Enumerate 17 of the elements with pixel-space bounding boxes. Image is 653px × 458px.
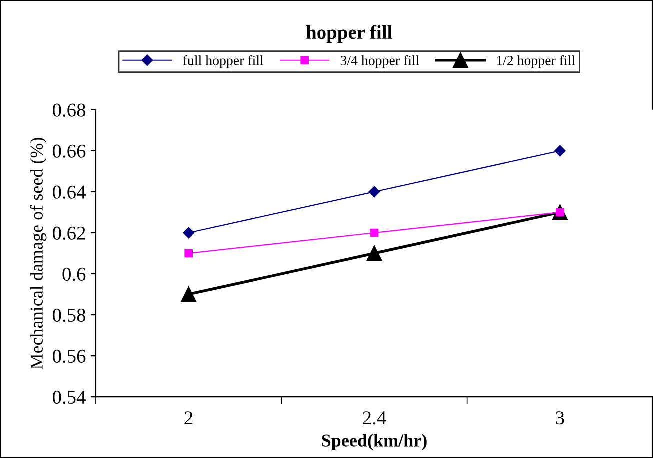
y-tick-label: 0.58 <box>52 308 86 322</box>
chart-title: hopper fill <box>306 25 392 44</box>
legend-label: 3/4 hopper fill <box>340 55 420 68</box>
x-axis-title: Speed(km/hr) <box>322 434 427 451</box>
y-axis-title: Mechanical damage of seed (%) <box>30 138 47 370</box>
y-tick-label: 0.54 <box>52 390 86 404</box>
x-tick-label: 3 <box>556 412 564 425</box>
y-tick-label: 0.56 <box>52 350 86 364</box>
legend-label: 1/2 hopper fill <box>497 55 576 68</box>
y-tick-label: 0.66 <box>52 144 86 158</box>
y-tick-label: 0.68 <box>52 104 86 117</box>
y-tick-label: 0.6 <box>62 268 86 282</box>
y-tick-label: 0.64 <box>52 186 86 199</box>
x-tick-label: 2.4 <box>363 412 386 425</box>
y-tick-label: 0.62 <box>52 226 86 240</box>
x-tick-label: 2 <box>184 412 193 424</box>
legend-label: full hopper fill <box>183 55 264 68</box>
